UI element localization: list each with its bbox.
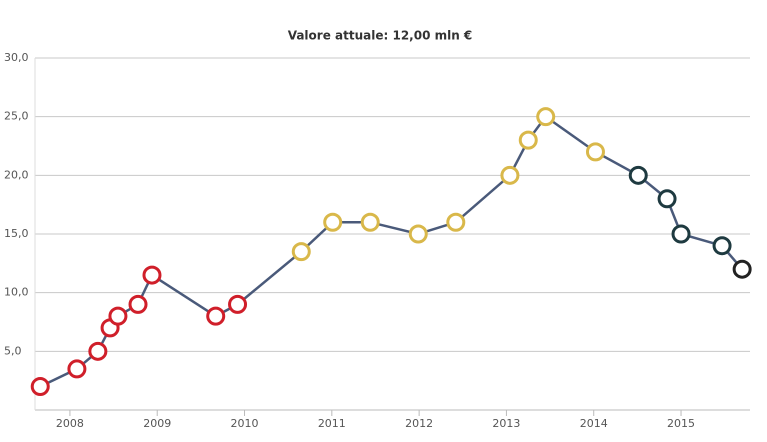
club-marker [67,359,87,379]
club-marker [671,224,691,244]
y-tick-label: 30,0 [4,51,29,64]
y-tick-label: 15,0 [4,227,29,240]
club-marker [518,130,538,150]
y-tick-label: 25,0 [4,110,29,123]
club-marker [360,212,380,232]
club-marker [88,341,108,361]
club-marker [206,306,226,326]
club-marker [142,265,162,285]
x-tick-label: 2009 [143,417,171,430]
x-tick-label: 2011 [318,417,346,430]
club-marker [500,165,520,185]
club-marker [628,165,648,185]
y-tick-label: 20,0 [4,168,29,181]
x-tick-label: 2015 [667,417,695,430]
club-marker [108,306,128,326]
x-tick-label: 2014 [580,417,608,430]
club-marker [712,236,732,256]
y-tick-label: 10,0 [4,286,29,299]
club-marker [228,294,248,314]
x-tick-label: 2013 [492,417,520,430]
club-marker [291,242,311,262]
x-tick-label: 2012 [405,417,433,430]
club-marker [657,189,677,209]
x-tick-label: 2010 [231,417,259,430]
club-marker [536,107,556,127]
club-marker [446,212,466,232]
club-marker [323,212,343,232]
club-marker [408,224,428,244]
chart-title: Valore attuale: 12,00 mln € [288,29,473,43]
club-marker [30,377,50,397]
club-marker [585,142,605,162]
x-tick-label: 2008 [56,417,84,430]
club-marker [732,259,752,279]
value-line [39,114,744,388]
club-marker [128,294,148,314]
y-tick-label: 5,0 [4,344,22,357]
